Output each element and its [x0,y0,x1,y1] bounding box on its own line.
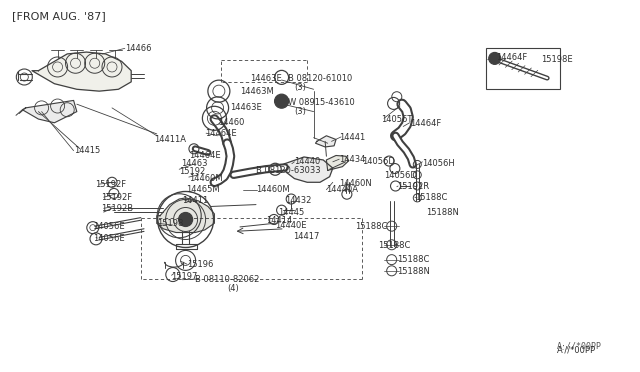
Text: 14056H: 14056H [422,159,455,168]
Text: 15188C: 15188C [415,193,447,202]
Circle shape [278,97,285,105]
Text: 15192F: 15192F [101,193,132,202]
Text: 15198: 15198 [157,219,183,228]
Text: 14411: 14411 [182,196,209,205]
Text: 14460: 14460 [218,118,244,127]
Polygon shape [316,136,336,147]
Text: 14440E: 14440E [275,221,307,230]
Text: 15188N: 15188N [397,267,429,276]
Text: (3): (3) [294,83,307,92]
Text: A·//*00PP: A·//*00PP [557,342,602,351]
Text: 14465M: 14465M [186,185,220,194]
Text: (4): (4) [227,284,239,293]
Text: 14056D: 14056D [384,171,417,180]
Text: 14056D: 14056D [362,157,394,166]
Text: 15188C: 15188C [378,241,410,250]
Text: 14466: 14466 [125,44,151,53]
Text: 14464F: 14464F [496,53,527,62]
Text: 14464E: 14464E [189,151,220,160]
Circle shape [275,94,289,108]
Text: 14460N: 14460N [339,179,372,187]
Text: 14056T: 14056T [381,115,412,124]
Text: 14414: 14414 [266,216,292,225]
Text: 14440A: 14440A [326,185,358,194]
Text: 15192B: 15192B [101,204,133,213]
Text: 14445: 14445 [278,208,305,217]
Text: 14463M: 14463M [240,87,274,96]
Text: 14056E: 14056E [93,222,124,231]
Text: 15192F: 15192F [95,180,126,189]
Polygon shape [157,198,214,232]
Text: 14434: 14434 [339,155,365,164]
Text: 15192R: 15192R [397,182,429,191]
Text: 15188C: 15188C [397,255,429,264]
Text: 14460M: 14460M [189,174,223,183]
Text: 14056E: 14056E [93,234,124,243]
Text: B 08110-82062: B 08110-82062 [195,275,260,284]
Text: 14463E: 14463E [230,103,262,112]
Text: 15188C: 15188C [355,222,388,231]
Polygon shape [32,52,131,91]
Text: 15192: 15192 [179,167,205,176]
Text: 14441: 14441 [339,133,365,142]
Text: 14411A: 14411A [154,135,186,144]
Bar [486,48,560,89]
Text: (3): (3) [294,107,307,116]
Text: A·//*00PP: A·//*00PP [557,345,596,354]
Text: B 08120-63033: B 08120-63033 [256,166,321,175]
Text: 14464F: 14464F [410,119,441,128]
Text: 14463: 14463 [181,159,207,168]
Text: 15198E: 15198E [541,55,572,64]
Polygon shape [22,100,77,123]
Text: [FROM AUG. '87]: [FROM AUG. '87] [12,10,105,20]
Text: B 08120-61010: B 08120-61010 [288,74,352,83]
Text: 14432: 14432 [285,196,311,205]
Polygon shape [282,157,333,182]
Text: 14417: 14417 [293,232,319,241]
Text: 14440: 14440 [294,157,321,166]
Text: 14460M: 14460M [256,185,290,194]
Text: 15188N: 15188N [426,208,458,217]
Circle shape [179,212,193,227]
Text: 14415: 14415 [74,146,100,155]
Polygon shape [326,155,349,170]
Text: 14463E: 14463E [250,74,282,83]
Text: W 08915-43610: W 08915-43610 [288,98,355,107]
Text: 15197: 15197 [172,272,198,280]
Text: 15196: 15196 [187,260,213,269]
Circle shape [489,52,500,64]
Text: 14464E: 14464E [205,129,236,138]
